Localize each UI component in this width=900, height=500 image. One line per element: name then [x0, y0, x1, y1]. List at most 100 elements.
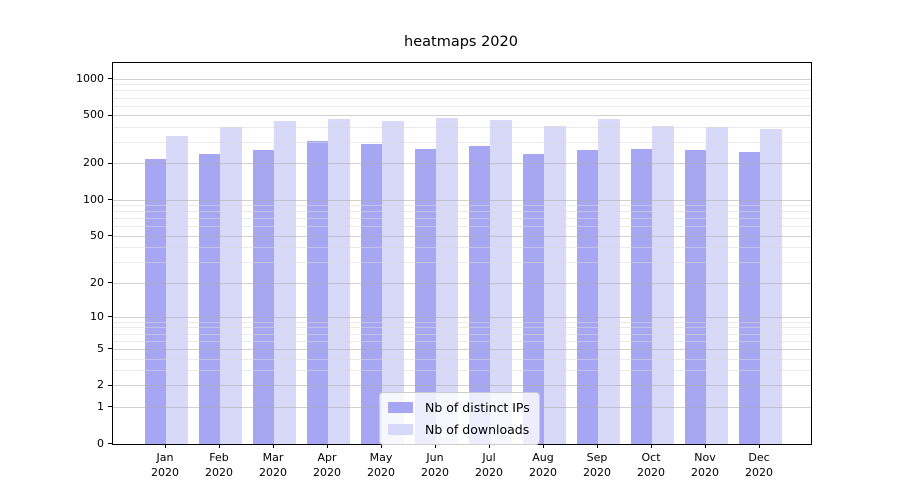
gridline-major-20 — [113, 282, 811, 284]
gridline-minor-9 — [113, 321, 811, 323]
x-tick-mark — [758, 444, 760, 448]
bar-nb-of-distinct-ips-feb-2020 — [198, 153, 220, 444]
y-tick-label-10: 10 — [90, 309, 104, 323]
bar-nb-of-distinct-ips-mar-2020 — [252, 149, 274, 444]
gridline-minor-900 — [113, 84, 811, 86]
gridline-major-500 — [113, 115, 811, 117]
bar-nb-of-downloads-jan-2020 — [166, 136, 188, 444]
y-tick-label-5: 5 — [97, 341, 104, 355]
x-tick-label-sep-2020: Sep 2020 — [583, 451, 611, 479]
x-tick-mark — [596, 444, 598, 448]
x-tick-label-jul-2020: Jul 2020 — [475, 451, 503, 479]
y-tick-mark — [108, 114, 112, 116]
x-tick-mark — [488, 444, 490, 448]
y-tick-mark — [108, 282, 112, 284]
bar-nb-of-distinct-ips-jun-2020 — [414, 149, 436, 444]
x-tick-mark — [650, 444, 652, 448]
gridline-minor-30 — [113, 262, 811, 264]
bar-nb-of-distinct-ips-jan-2020 — [144, 159, 166, 444]
y-tick-mark — [108, 162, 112, 164]
bar-nb-of-downloads-may-2020 — [382, 120, 404, 444]
gridline-minor-70 — [113, 218, 811, 220]
legend-label-downloads: Nb of downloads — [425, 422, 530, 437]
bar-nb-of-downloads-feb-2020 — [220, 127, 242, 444]
gridline-major-5 — [113, 348, 811, 350]
y-tick-mark — [108, 235, 112, 237]
x-tick-label-may-2020: May 2020 — [367, 451, 395, 479]
x-tick-label-aug-2020: Aug 2020 — [529, 451, 557, 479]
x-tick-label-oct-2020: Oct 2020 — [637, 451, 665, 479]
y-tick-label-50: 50 — [90, 228, 104, 242]
bar-nb-of-downloads-aug-2020 — [544, 125, 566, 444]
x-tick-mark — [542, 444, 544, 448]
gridline-major-50 — [113, 235, 811, 237]
bar-nb-of-distinct-ips-dec-2020 — [738, 151, 760, 444]
y-tick-label-20: 20 — [90, 275, 104, 289]
y-tick-label-100: 100 — [83, 192, 104, 206]
x-tick-mark — [218, 444, 220, 448]
x-tick-label-nov-2020: Nov 2020 — [691, 451, 719, 479]
gridline-minor-6 — [113, 340, 811, 342]
y-tick-label-2: 2 — [97, 378, 104, 392]
x-tick-mark — [704, 444, 706, 448]
gridline-minor-400 — [113, 127, 811, 129]
x-tick-label-feb-2020: Feb 2020 — [205, 451, 233, 479]
y-tick-label-1: 1 — [97, 399, 104, 413]
y-tick-mark — [108, 316, 112, 318]
y-tick-label-200: 200 — [83, 156, 104, 170]
chart-title: heatmaps 2020 — [404, 34, 518, 50]
x-tick-label-jun-2020: Jun 2020 — [421, 451, 449, 479]
bar-nb-of-downloads-jun-2020 — [436, 117, 458, 444]
bar-nb-of-downloads-mar-2020 — [274, 121, 296, 444]
bar-nb-of-downloads-apr-2020 — [328, 119, 350, 444]
gridline-minor-7 — [113, 333, 811, 335]
x-tick-mark — [164, 444, 166, 448]
gridline-minor-4 — [113, 358, 811, 360]
legend: Nb of distinct IPs Nb of downloads — [379, 392, 540, 445]
gridline-minor-60 — [113, 226, 811, 228]
x-tick-label-apr-2020: Apr 2020 — [313, 451, 341, 479]
x-tick-label-jan-2020: Jan 2020 — [151, 451, 179, 479]
gridline-minor-8 — [113, 327, 811, 329]
gridline-minor-3 — [113, 370, 811, 372]
y-tick-mark — [108, 348, 112, 350]
legend-swatch-distinct-ips-icon — [388, 402, 413, 413]
gridline-minor-700 — [113, 97, 811, 99]
gridline-major-200 — [113, 163, 811, 165]
bar-nb-of-distinct-ips-apr-2020 — [306, 141, 328, 444]
bar-nb-of-distinct-ips-nov-2020 — [684, 149, 706, 444]
bar-nb-of-downloads-dec-2020 — [760, 129, 782, 444]
y-tick-label-1000: 1000 — [76, 71, 104, 85]
legend-label-distinct-ips: Nb of distinct IPs — [425, 400, 530, 415]
y-tick-mark — [108, 443, 112, 444]
gridline-major-10 — [113, 316, 811, 318]
bar-nb-of-downloads-nov-2020 — [706, 126, 728, 444]
x-tick-label-dec-2020: Dec 2020 — [745, 451, 773, 479]
gridline-major-1000 — [113, 78, 811, 80]
bar-nb-of-distinct-ips-jul-2020 — [468, 146, 490, 444]
legend-swatch-downloads-icon — [388, 424, 413, 435]
bar-nb-of-downloads-oct-2020 — [652, 125, 674, 444]
x-tick-mark — [326, 444, 328, 448]
x-tick-mark — [434, 444, 436, 448]
legend-item-distinct-ips: Nb of distinct IPs — [388, 398, 530, 417]
bar-nb-of-downloads-sep-2020 — [598, 119, 620, 444]
y-tick-mark — [108, 406, 112, 408]
bar-nb-of-distinct-ips-aug-2020 — [522, 153, 544, 444]
gridline-major-2 — [113, 385, 811, 387]
x-tick-mark — [380, 444, 382, 448]
bar-nb-of-distinct-ips-sep-2020 — [576, 149, 598, 444]
gridline-major-100 — [113, 199, 811, 201]
bar-nb-of-distinct-ips-oct-2020 — [630, 149, 652, 444]
y-tick-mark — [108, 384, 112, 386]
gridline-minor-300 — [113, 142, 811, 144]
legend-item-downloads: Nb of downloads — [388, 420, 530, 439]
gridline-minor-80 — [113, 211, 811, 213]
y-tick-mark — [108, 199, 112, 201]
gridline-minor-90 — [113, 205, 811, 207]
y-tick-label-500: 500 — [83, 108, 104, 122]
gridline-minor-40 — [113, 247, 811, 249]
x-tick-label-mar-2020: Mar 2020 — [259, 451, 287, 479]
gridline-minor-600 — [113, 105, 811, 107]
